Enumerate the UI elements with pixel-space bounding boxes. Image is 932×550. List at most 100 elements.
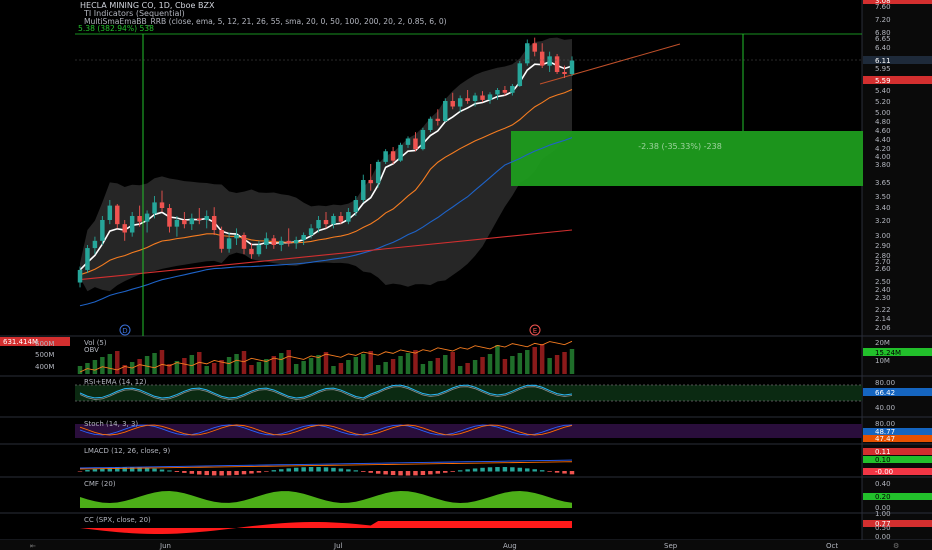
price-badges: 6.115.594.233.08 [863, 0, 932, 85]
candle [331, 213, 336, 229]
ema-slow-line [79, 137, 573, 307]
candle [211, 207, 217, 235]
price-tick: 3.50 [875, 193, 891, 201]
price-tick: 2.14 [875, 315, 891, 323]
lmacd-title: LMACD (12, 26, close, 9) [84, 447, 170, 455]
candle [569, 56, 575, 76]
candle [286, 228, 291, 247]
candle [428, 116, 433, 133]
measure-label: 5.38 (382.94%) 538 [78, 24, 154, 33]
candle [115, 204, 120, 229]
bollinger-band [80, 37, 572, 292]
candle [465, 90, 470, 104]
candle [107, 200, 113, 225]
candle [316, 216, 321, 233]
candle [517, 61, 523, 87]
candle [219, 226, 224, 253]
zone-label: -2.38 (-35.33%) -238 [638, 142, 722, 151]
candle [547, 51, 552, 72]
candle [510, 84, 515, 96]
vol-right-2: 10M [875, 357, 890, 365]
zoom-out-icon[interactable]: ⇤ [30, 542, 36, 550]
ema-long-line [79, 229, 573, 281]
candle [256, 240, 262, 257]
price-tick: 4.80 [875, 118, 891, 126]
indicator-ma-bb: MultiSmaEmaBB_RRB (close, ema, 5, 12, 21… [84, 17, 447, 26]
marker-e: E [533, 327, 537, 335]
cc-right-3: 0.00 [875, 533, 891, 541]
candle [100, 216, 105, 245]
gear-icon[interactable]: ⚙ [893, 542, 899, 550]
event-markers[interactable]: D E [119, 324, 541, 336]
rsi-right-0: 80.00 [875, 379, 895, 387]
candle [174, 216, 180, 237]
price-tick: 4.20 [875, 145, 891, 153]
candle [554, 54, 560, 74]
candle [495, 88, 500, 100]
time-axis[interactable]: Jun Jul Aug Sep Oct ⇤ ⚙ [0, 540, 932, 550]
candle [167, 204, 172, 233]
candle [487, 92, 493, 104]
candle [435, 109, 441, 126]
candle [390, 147, 396, 164]
price-tick: 5.20 [875, 98, 891, 106]
candle [77, 266, 83, 288]
candle [249, 243, 254, 259]
rsi-right-2: 40.00 [875, 404, 895, 412]
candles[interactable] [77, 37, 575, 288]
candle [159, 190, 165, 212]
candle [480, 91, 485, 103]
candle [539, 43, 545, 68]
marker-d: D [122, 327, 127, 335]
price-badge: 6.11 [875, 57, 891, 65]
candle [413, 132, 418, 152]
stoch-right-1: 48.77 [875, 428, 895, 436]
candle [122, 220, 127, 241]
cc-right-0: 1.00 [875, 510, 891, 518]
candle [368, 164, 373, 191]
price-tick: 3.40 [875, 204, 891, 212]
price-tick: 7.60 [875, 3, 891, 11]
rsi-right-1: 66.42 [875, 389, 895, 397]
price-tick: 3.65 [875, 179, 891, 187]
time-label-oct: Oct [826, 542, 838, 550]
measure-tool[interactable] [75, 33, 862, 336]
price-tick: 6.65 [875, 35, 891, 43]
rsi-pane: RSI+EMA (14, 12) 80.00 66.42 40.00 [75, 378, 932, 412]
candle [197, 208, 202, 225]
measure-zone[interactable]: -2.38 (-35.33%) -238 [511, 131, 863, 186]
cmf-right-1: 0.20 [875, 493, 891, 501]
stoch-title: Stoch (14, 3, 3) [84, 420, 138, 428]
candle [204, 210, 209, 229]
candle [472, 92, 478, 107]
candle [532, 37, 537, 57]
cmf-right-0: 0.40 [875, 480, 891, 488]
bb-area [80, 37, 572, 292]
price-badge: 5.59 [875, 77, 891, 85]
price-tick: 5.40 [875, 87, 891, 95]
volume-bars [77, 340, 575, 374]
price-tick: 2.06 [875, 324, 891, 332]
price-tick: 2.60 [875, 265, 891, 273]
cc-title: CC (SPX, close, 20) [84, 516, 151, 524]
candle [182, 212, 187, 229]
obv-badge [0, 337, 70, 346]
cc-pane: CC (SPX, close, 20) 1.00 0.77 0.50 0.00 [80, 510, 932, 541]
candle [189, 213, 195, 230]
candle [346, 208, 351, 225]
vol-left-2: 500M [35, 351, 54, 359]
candle [457, 95, 463, 112]
price-tick: 2.50 [875, 278, 891, 286]
time-label-sep: Sep [664, 542, 678, 550]
candle [323, 212, 329, 229]
lmacd-right-0: 0.11 [875, 448, 891, 456]
trend-line [539, 43, 681, 85]
candle [129, 212, 135, 237]
candle [264, 232, 269, 249]
vol-left-0: 631.414M [3, 338, 38, 346]
chart-legend: HECLA MINING CO, 1D, Cboe BZX TI Indicat… [78, 1, 447, 33]
candle [450, 92, 455, 110]
stoch-right-0: 80.00 [875, 420, 895, 428]
price-badge: 3.08 [875, 0, 891, 5]
